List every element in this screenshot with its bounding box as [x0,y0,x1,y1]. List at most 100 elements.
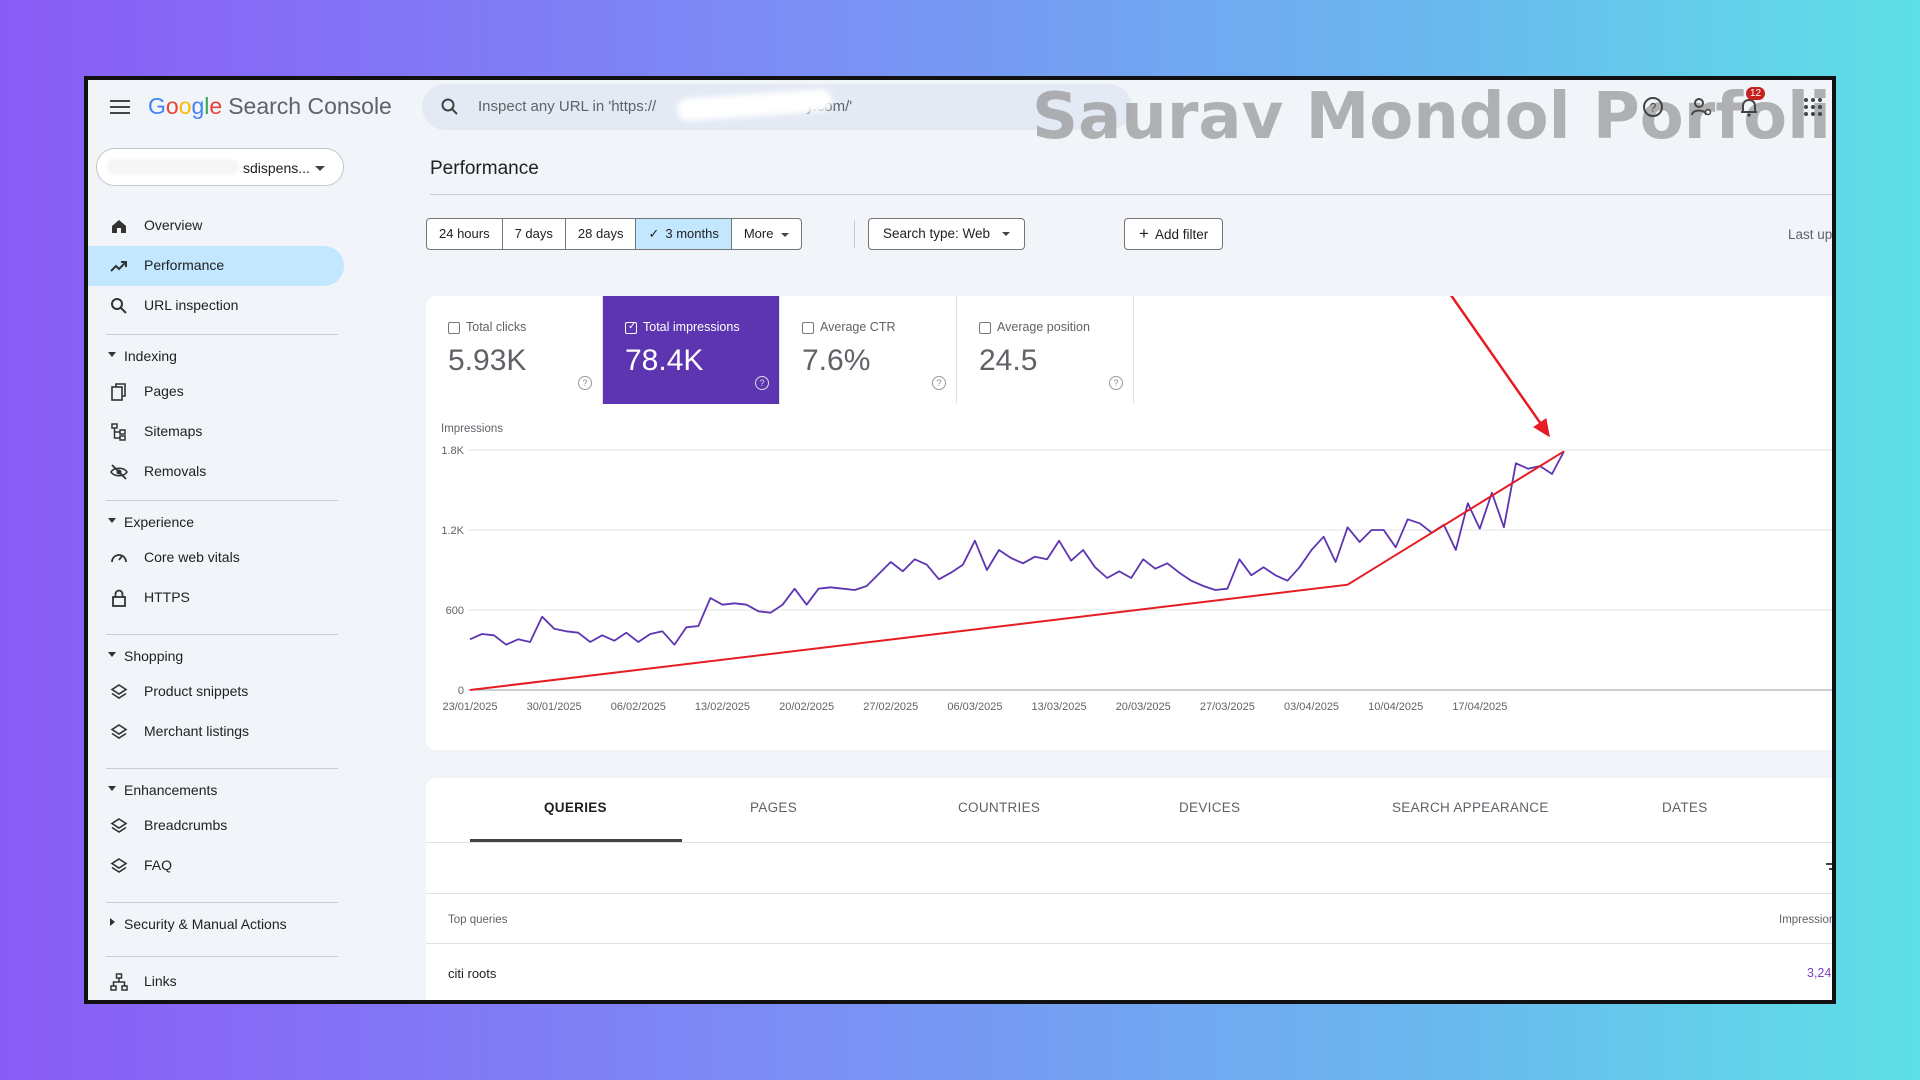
help-icon[interactable]: ? [755,376,769,390]
metric-average-position[interactable]: Average position 24.5 ? [957,296,1134,404]
logo-letter: o [178,93,192,119]
impressions-series [469,450,1565,646]
range-3-months[interactable]: ✓ 3 months [636,219,732,249]
tab-pages[interactable]: PAGES [750,800,798,815]
url-inspect-search[interactable]: Inspect any URL in 'https://y.com/' [422,84,1132,130]
add-filter-button[interactable]: + Add filter [1124,218,1224,250]
x-tick-label: 13/02/2025 [695,701,750,713]
app-logo[interactable]: Google Search Console [148,93,392,120]
help-icon[interactable]: ? [1640,94,1666,120]
logo-letter: g [191,93,205,119]
sidebar-item-product-snippets[interactable]: Product snippets [88,672,344,712]
x-tick-label: 27/03/2025 [1200,701,1255,713]
sidebar-item-label: Breadcrumbs [144,817,228,833]
metric-total-impressions[interactable]: ✓ Total impressions 78.4K ? [603,296,780,404]
tab-countries[interactable]: COUNTRIES [958,800,1041,815]
x-tick-label: 20/02/2025 [779,701,834,713]
tab-search-appearance[interactable]: SEARCH APPEARANCE [1392,800,1549,815]
sidebar-item-performance[interactable]: Performance [88,246,344,286]
table-divider [426,893,1832,894]
sidebar-item-https[interactable]: HTTPS [88,578,344,618]
apps-grid-icon[interactable] [1800,94,1826,120]
notification-badge: 12 [1746,87,1766,100]
bell-icon[interactable] [1736,94,1762,120]
tab-queries[interactable]: QUERIES [544,800,607,815]
manage-users-icon[interactable] [1688,94,1714,120]
sidebar-item-breadcrumbs[interactable]: Breadcrumbs [88,806,344,846]
layers-icon [110,858,128,873]
range-28-days[interactable]: 28 days [566,219,637,249]
logo-letter: G [148,93,166,119]
x-tick-label: 06/03/2025 [947,701,1002,713]
chevron-down-icon [108,652,116,657]
property-selector[interactable]: sdispens... [96,148,344,186]
sidebar-group-shopping[interactable]: Shopping [88,642,344,672]
toolbar-divider [854,220,855,248]
sidebar-item-links[interactable]: Links [88,962,344,1000]
checkbox[interactable]: ✓ [625,321,637,334]
sidebar-divider [106,634,338,635]
sidebar-group-enhancements[interactable]: Enhancements [88,776,344,806]
x-tick-label: 13/03/2025 [1032,701,1087,713]
logo-letter: e [209,93,223,119]
sidebar-item-core-web-vitals[interactable]: Core web vitals [88,538,344,578]
sidebar-item-label: FAQ [144,857,173,873]
x-tick-label: 23/01/2025 [442,701,497,713]
sidebar-item-pages[interactable]: Pages [88,372,344,412]
property-redaction [107,159,239,175]
checkbox[interactable] [802,322,814,334]
sidebar-group-indexing[interactable]: Indexing [88,342,344,372]
sidebar-item-overview[interactable]: Overview [88,206,344,246]
metric-label: Total impressions [643,320,740,334]
sidebar-group-experience[interactable]: Experience [88,508,344,538]
sidebar-item-label: HTTPS [144,589,190,605]
metric-value: 7.6% [802,344,871,377]
column-header-impressions[interactable]: Impressions [1779,914,1836,926]
search-icon [111,298,127,314]
metric-average-ctr[interactable]: Average CTR 7.6% ? [780,296,957,404]
range-more[interactable]: More [732,219,802,249]
home-icon [112,220,126,233]
date-range-group: 24 hours 7 days 28 days ✓ 3 months More [426,218,803,250]
product-name: Search Console [228,93,392,119]
layers-icon [110,724,128,739]
sidebar-item-url-inspection[interactable]: URL inspection [88,286,344,326]
checkbox[interactable] [448,322,460,334]
help-icon[interactable]: ? [1109,376,1123,390]
tab-dates[interactable]: DATES [1662,800,1708,815]
column-header-query[interactable]: Top queries [448,914,508,926]
sidebar-item-faq[interactable]: FAQ [88,846,344,886]
sidebar-divider [106,902,338,903]
search-type-dropdown[interactable]: Search type: Web [868,218,1026,250]
metric-total-clicks[interactable]: Total clicks 5.93K ? [426,296,603,404]
sidebar-item-merchant-listings[interactable]: Merchant listings [88,712,344,752]
help-icon[interactable]: ? [578,376,592,390]
x-tick-label: 27/02/2025 [863,701,918,713]
range-label: 28 days [577,226,624,241]
range-24-hours[interactable]: 24 hours [427,219,503,249]
sidebar-item-removals[interactable]: Removals [88,452,344,492]
layers-icon [110,818,128,833]
menu-icon[interactable] [108,96,132,120]
tabs-divider [426,842,1832,843]
table-row-query[interactable]: citi roots [448,966,497,981]
pages-icon [111,383,126,401]
sidebar-divider [106,334,338,335]
chart-grid [468,449,1832,691]
y-tick-label: 0 [458,685,464,697]
impressions-chart: Impressions 1.8K 1.2K 600 0 23/01/2025 30/01… [441,296,1832,713]
search-icon [441,98,458,115]
checkbox[interactable] [979,322,991,334]
range-7-days[interactable]: 7 days [503,219,566,249]
browser-frame: Google Search Console Inspect any URL in … [84,76,1836,1004]
sidebar-group-security[interactable]: Security & Manual Actions [88,910,344,940]
x-tick-label: 10/04/2025 [1368,701,1423,713]
sidebar-divider [106,956,338,957]
filter-rows-icon[interactable] [1824,860,1836,878]
table-row-impressions: 3,246 [1807,966,1836,980]
sidebar-item-sitemaps[interactable]: Sitemaps [88,412,344,452]
sidebar-item-label: Overview [144,217,203,233]
help-icon[interactable]: ? [932,376,946,390]
range-label: 7 days [514,226,553,241]
tab-devices[interactable]: DEVICES [1179,800,1241,815]
